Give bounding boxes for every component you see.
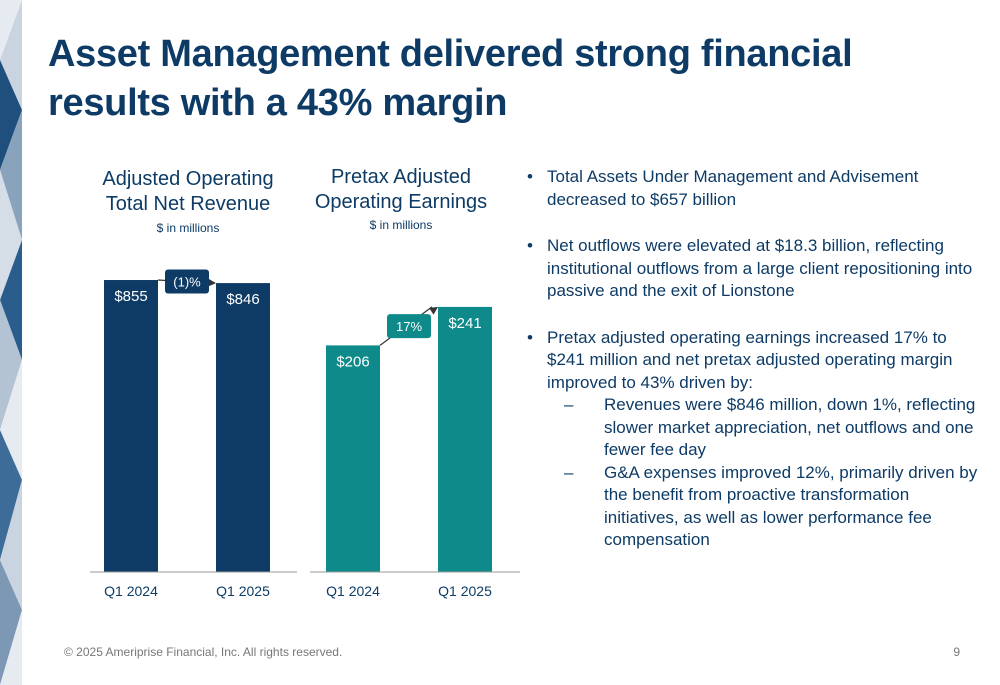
earnings-chart-title: Pretax Adjusted Operating Earnings [314,166,488,213]
earnings-chart-subtitle: $ in millions [369,218,433,232]
revenue-bar-value-label: $846 [226,291,259,308]
copyright-footer: © 2025 Ameriprise Financial, Inc. All ri… [64,645,343,659]
revenue-change-badge [165,269,209,294]
slide-title: Asset Management delivered strong financ… [48,33,853,124]
bullet-text: Total Assets Under Management and Advise… [547,167,919,209]
earnings-bar-value-label: $206 [336,353,369,370]
earnings-bar [438,306,492,572]
earnings-bar [326,345,380,572]
bullet-item: Net outflows were elevated at $18.3 bill… [527,235,987,303]
decorative-left-strip [0,0,22,685]
revenue-change-label: (1)% [173,275,201,290]
earnings-category-label: Q1 2025 [438,583,492,599]
key-points-list: Total Assets Under Management and Advise… [527,166,987,576]
revenue-bar [104,280,158,572]
earnings-bar-value-label: $241 [448,315,481,332]
revenue-chart-title: Adjusted Operating Total Net Revenue [102,168,274,215]
revenue-category-label: Q1 2024 [104,583,158,599]
revenue-bar-value-label: $855 [114,288,147,305]
sub-bullet-item: G&A expenses improved 12%, primarily dri… [547,462,987,552]
earnings-category-label: Q1 2024 [326,583,380,599]
sub-bullet-list: Revenues were $846 million, down 1%, ref… [547,394,987,552]
page-number: 9 [953,645,960,659]
bullet-text: Pretax adjusted operating earnings incre… [547,327,953,392]
revenue-change-arrowhead [207,278,216,287]
revenue-bar [216,283,270,572]
revenue-chart-subtitle: $ in millions [156,221,220,235]
bullet-item: Pretax adjusted operating earnings incre… [527,327,987,552]
earnings-change-label: 17% [396,319,422,334]
bullet-item: Total Assets Under Management and Advise… [527,166,987,211]
earnings-change-arrowhead [429,306,438,315]
earnings-change-badge [387,314,431,339]
revenue-category-label: Q1 2025 [216,583,270,599]
sub-bullet-item: Revenues were $846 million, down 1%, ref… [547,394,987,462]
bullet-text: Net outflows were elevated at $18.3 bill… [547,236,973,300]
